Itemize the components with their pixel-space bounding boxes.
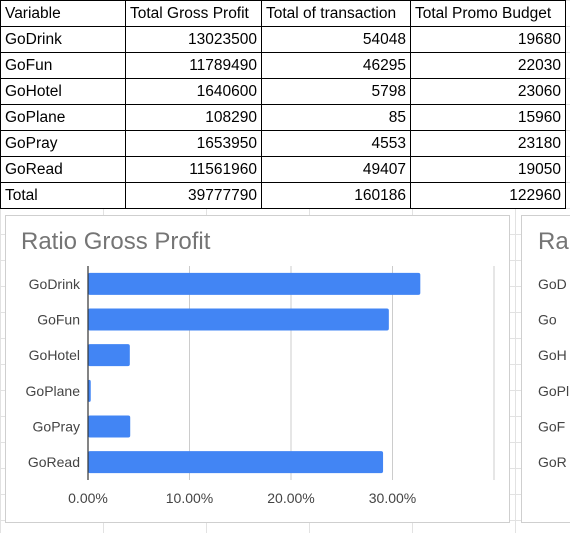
table-cell[interactable]: GoDrink [0, 26, 126, 53]
table-cell[interactable]: 1640600 [125, 78, 262, 105]
table-header-row: Variable Total Gross Profit Total of tra… [0, 0, 566, 27]
table-cell[interactable]: 11789490 [125, 52, 262, 79]
y-category-label: GoR [538, 454, 567, 470]
x-tick-label: 10.00% [166, 490, 213, 506]
header-cell[interactable]: Total Promo Budget [410, 0, 566, 27]
table-cell[interactable]: 108290 [125, 104, 262, 131]
table-cell[interactable]: Total [0, 182, 126, 209]
chart-card-partial[interactable]: Ra GoD Go GoH GoPl GoF GoR [521, 215, 570, 523]
bar-goplane [88, 379, 91, 402]
bar-gopray [88, 415, 131, 438]
table-row: GoPray 1653950 4553 23180 [0, 130, 566, 157]
table-cell[interactable]: GoPlane [0, 104, 126, 131]
table-cell[interactable]: 85 [261, 104, 411, 131]
header-cell[interactable]: Total of transaction [261, 0, 411, 27]
y-category-label: GoPl [538, 383, 569, 399]
y-category-label: Go [538, 312, 557, 328]
table-cell[interactable]: 15960 [410, 104, 566, 131]
data-table: Variable Total Gross Profit Total of tra… [0, 0, 566, 209]
table-cell[interactable]: GoHotel [0, 78, 126, 105]
y-category-label: GoPray [33, 419, 80, 435]
table-cell[interactable]: 160186 [261, 182, 411, 209]
table-row: GoHotel 1640600 5798 23060 [0, 78, 566, 105]
table-cell[interactable]: GoRead [0, 156, 126, 183]
table-cell[interactable]: 23060 [410, 78, 566, 105]
bar-gohotel [88, 344, 130, 367]
table-cell[interactable]: 122960 [410, 182, 566, 209]
table-row: GoDrink 13023500 54048 19680 [0, 26, 566, 53]
chart-card-ratio-gross-profit[interactable]: Ratio Gross Profit 0.00% 10.00% 20.00% 30.0… [5, 215, 510, 523]
y-category-label: GoHotel [29, 347, 80, 363]
y-category-label: GoDrink [29, 276, 81, 292]
y-category-label: GoD [538, 276, 567, 292]
table-row: GoRead 11561960 49407 19050 [0, 156, 566, 183]
y-category-label: GoF [538, 419, 565, 435]
table-cell[interactable]: 4553 [261, 130, 411, 157]
table-cell[interactable]: 13023500 [125, 26, 262, 53]
bar-godrink [88, 272, 421, 295]
table-cell[interactable]: 23180 [410, 130, 566, 157]
table-cell[interactable]: GoFun [0, 52, 126, 79]
table-cell[interactable]: GoPray [0, 130, 126, 157]
y-category-label: GoRead [28, 454, 80, 470]
table-row: GoFun 11789490 46295 22030 [0, 52, 566, 79]
table-cell[interactable]: 54048 [261, 26, 411, 53]
table-cell[interactable]: 49407 [261, 156, 411, 183]
table-cell[interactable]: 1653950 [125, 130, 262, 157]
partial-bar-chart: GoD Go GoH GoPl GoF GoR [538, 276, 569, 470]
header-cell[interactable]: Variable [0, 0, 126, 27]
bar-goread [88, 451, 384, 474]
chart-title: Ratio Gross Profit [21, 228, 211, 255]
header-cell[interactable]: Total Gross Profit [125, 0, 262, 27]
table-cell[interactable]: 39777790 [125, 182, 262, 209]
chart-title: Ra [538, 228, 569, 255]
y-category-label: GoH [538, 347, 567, 363]
table-row: GoPlane 108290 85 15960 [0, 104, 566, 131]
y-category-label: GoPlane [26, 383, 81, 399]
table-total-row: Total 39777790 160186 122960 [0, 182, 566, 209]
bar-chart: 0.00% 10.00% 20.00% 30.00% GoDrink GoFun GoHot… [26, 266, 495, 506]
table-cell[interactable]: 19050 [410, 156, 566, 183]
x-tick-label: 0.00% [68, 490, 108, 506]
x-tick-label: 20.00% [267, 490, 314, 506]
x-tick-label: 30.00% [369, 490, 416, 506]
table-cell[interactable]: 46295 [261, 52, 411, 79]
table-cell[interactable]: 11561960 [125, 156, 262, 183]
table-cell[interactable]: 19680 [410, 26, 566, 53]
y-category-label: GoFun [37, 312, 80, 328]
bar-gofun [88, 308, 389, 331]
table-cell[interactable]: 5798 [261, 78, 411, 105]
table-cell[interactable]: 22030 [410, 52, 566, 79]
